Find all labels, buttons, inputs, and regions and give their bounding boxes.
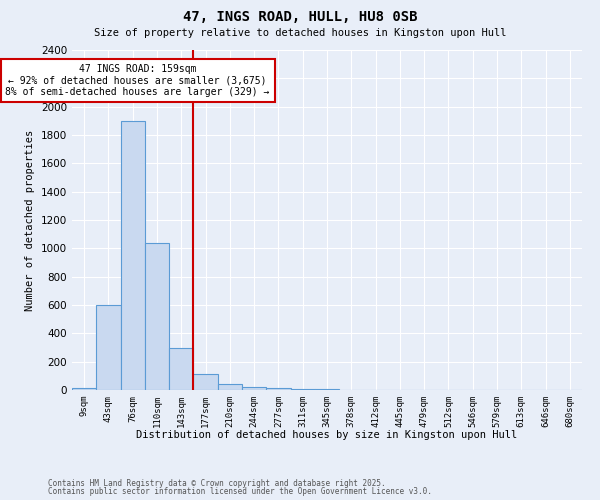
Bar (218, 384, 242, 390)
Bar (169, 348, 193, 390)
Bar (72, 388, 96, 390)
Bar (193, 374, 218, 390)
Bar (121, 121, 145, 390)
Bar (242, 387, 266, 390)
X-axis label: Distribution of detached houses by size in Kingston upon Hull: Distribution of detached houses by size … (136, 430, 518, 440)
Text: Contains public sector information licensed under the Open Government Licence v3: Contains public sector information licen… (48, 487, 432, 496)
Text: 47, INGS ROAD, HULL, HU8 0SB: 47, INGS ROAD, HULL, HU8 0SB (183, 10, 417, 24)
Y-axis label: Number of detached properties: Number of detached properties (25, 130, 35, 310)
Bar (145, 242, 169, 390)
Text: Contains HM Land Registry data © Crown copyright and database right 2025.: Contains HM Land Registry data © Crown c… (48, 478, 386, 488)
Bar (96, 305, 121, 390)
Text: 47 INGS ROAD: 159sqm
← 92% of detached houses are smaller (3,675)
8% of semi-det: 47 INGS ROAD: 159sqm ← 92% of detached h… (5, 64, 270, 98)
Text: Size of property relative to detached houses in Kingston upon Hull: Size of property relative to detached ho… (94, 28, 506, 38)
Bar (266, 388, 290, 390)
